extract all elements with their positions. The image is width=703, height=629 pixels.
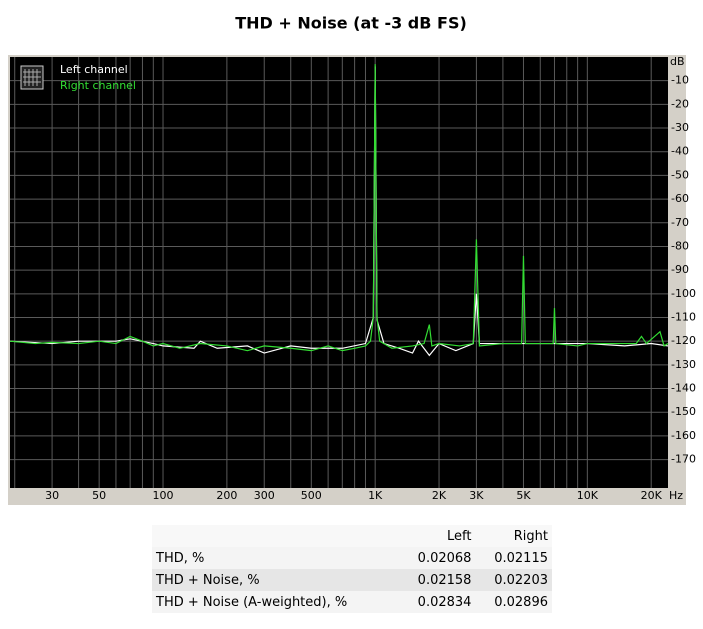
y-tick-label: -90 (671, 263, 689, 276)
table-row: THD + Noise (A-weighted), % 0.02834 0.0289… (152, 591, 552, 613)
y-tick-label: -80 (671, 239, 689, 252)
column-header: Left (446, 528, 472, 544)
x-tick-label: 30 (45, 489, 59, 502)
x-tick-label: 100 (153, 489, 174, 502)
row-label: THD + Noise (A-weighted), % (156, 594, 348, 610)
x-tick-label: 300 (254, 489, 275, 502)
table-row: THD, % 0.02068 0.02115 (152, 547, 552, 569)
cell: 0.02158 (417, 572, 472, 588)
x-tick-label: 200 (216, 489, 237, 502)
cell: 0.02203 (494, 572, 548, 588)
y-tick-label: -110 (671, 310, 696, 323)
x-unit: Hz (669, 489, 683, 502)
x-tick-label: 50 (92, 489, 106, 502)
row-label: THD, % (156, 550, 205, 566)
y-tick-label: -20 (671, 97, 689, 110)
column-header: Right (513, 528, 548, 544)
x-tick-label: 500 (301, 489, 322, 502)
y-tick-label: -170 (671, 453, 696, 466)
chart: THD + Noise (at -3 dB FS) dB Hz -10 -20 -3… (8, 14, 696, 505)
y-tick-label: -160 (671, 429, 696, 442)
y-tick-label: -120 (671, 334, 696, 347)
y-unit: dB (670, 55, 685, 68)
x-tick-label: 2K (432, 489, 447, 502)
legend: Left channel Right channel (20, 63, 136, 92)
y-tick-label: -60 (671, 192, 689, 205)
y-tick-label: -30 (671, 121, 689, 134)
x-tick-label: 1K (368, 489, 383, 502)
row-label: THD + Noise, % (156, 572, 260, 588)
x-tick-label: 10K (577, 489, 599, 502)
x-tick-label: 20K (641, 489, 663, 502)
y-tick-label: -130 (671, 358, 696, 371)
y-tick-label: -150 (671, 405, 696, 418)
x-tick-label: 5K (516, 489, 531, 502)
y-tick-label: -50 (671, 168, 689, 181)
x-tick-label: 3K (469, 489, 484, 502)
legend-label: Left channel (60, 63, 128, 76)
y-tick-label: -70 (671, 216, 689, 229)
cell: 0.02115 (494, 550, 548, 566)
chart-title: THD + Noise (at -3 dB FS) (235, 14, 467, 33)
y-tick-label: -140 (671, 382, 696, 395)
y-tick-label: -10 (671, 74, 689, 87)
plot-area (10, 57, 668, 488)
cell: 0.02068 (417, 550, 472, 566)
y-tick-label: -100 (671, 287, 696, 300)
series-line (9, 64, 669, 352)
cell: 0.02896 (494, 594, 548, 610)
cell: 0.02834 (417, 594, 472, 610)
table-row: THD + Noise, % 0.02158 0.02203 (152, 569, 552, 591)
y-tick-label: -40 (671, 145, 689, 158)
table-header: Left Right (152, 525, 552, 547)
results-table: Left Right THD, % 0.02068 0.02115 THD + Noi… (152, 525, 552, 613)
legend-label: Right channel (60, 79, 136, 92)
